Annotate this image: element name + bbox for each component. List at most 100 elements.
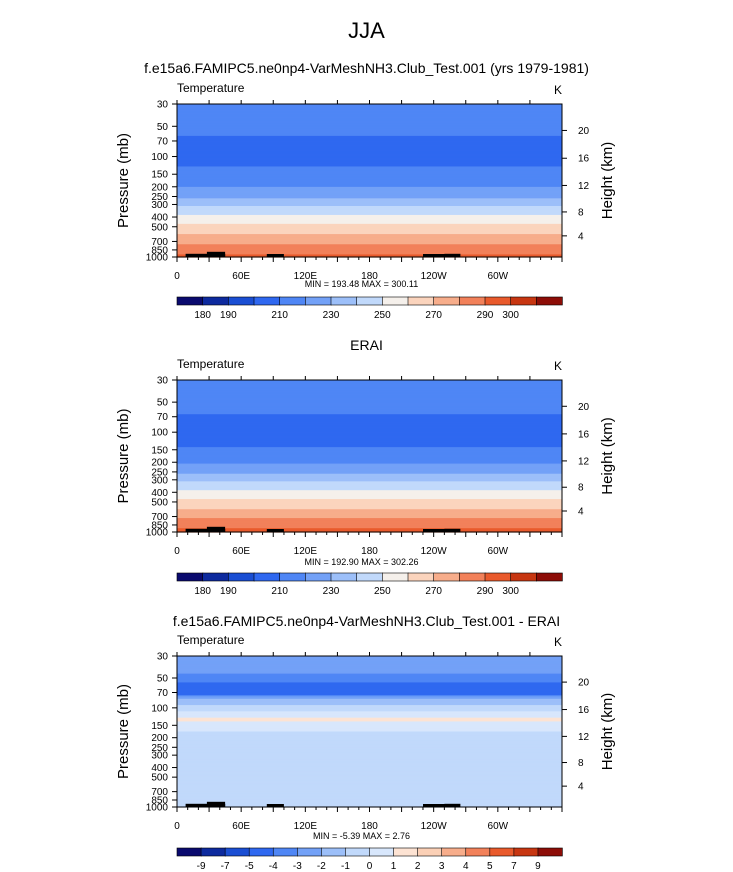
contour-band	[177, 105, 562, 108]
contour-band	[177, 412, 562, 415]
contour-band	[177, 786, 562, 789]
colorbar-box	[510, 572, 538, 582]
contour-band	[177, 140, 562, 143]
colorbar-box	[228, 572, 255, 582]
contour-band	[177, 495, 562, 498]
colorbar-box	[330, 296, 358, 306]
contour-band	[177, 752, 562, 755]
contour-band	[177, 661, 562, 663]
contour-band	[177, 472, 562, 475]
contour-band	[177, 466, 562, 468]
contour-band	[177, 160, 562, 162]
y-axis-title: Pressure (mb)	[115, 408, 132, 503]
contour-band	[177, 392, 562, 395]
contour-band	[177, 137, 562, 140]
contour-band	[177, 437, 562, 439]
contour-band	[177, 730, 562, 733]
contour-band	[177, 492, 562, 495]
contour-band	[177, 395, 562, 398]
contour-band	[177, 494, 562, 496]
contour-band	[177, 693, 562, 696]
contour-band	[177, 779, 562, 782]
min-max-stats: MIN = 192.90 MAX = 302.26	[304, 557, 418, 567]
x-tick-label: 120E	[294, 821, 318, 832]
contour-band	[177, 668, 562, 671]
contour-band	[177, 735, 562, 738]
contour-band	[177, 716, 562, 719]
colorbar-label: 230	[323, 310, 340, 321]
x-tick-label: 180	[361, 821, 378, 832]
contour-band	[177, 773, 562, 775]
contour-band	[177, 153, 562, 156]
contour-band	[177, 712, 562, 715]
y-tick-label: 200	[151, 733, 168, 744]
contour-band	[177, 416, 562, 419]
contour-band	[177, 673, 562, 676]
y-tick-label: 400	[151, 488, 168, 499]
contour-band	[177, 774, 562, 777]
contour-band	[177, 218, 562, 221]
contour-band	[177, 156, 562, 159]
x-tick-label: 60E	[232, 821, 250, 832]
y-tick-label: 250	[151, 192, 168, 203]
contour-band	[177, 189, 562, 192]
contour-band	[177, 688, 562, 691]
contour-band	[177, 515, 562, 518]
colorbar-box	[536, 296, 563, 306]
colorbar-label: 230	[323, 586, 340, 597]
contour-band	[177, 461, 562, 463]
contour-band	[177, 226, 562, 229]
x-tick-label: 180	[361, 271, 378, 282]
y2-tick-label: 4	[578, 782, 584, 793]
contour-band	[177, 109, 562, 111]
y2-tick-label: 12	[578, 456, 590, 467]
contour-band	[177, 235, 562, 238]
colorbar-box	[248, 847, 274, 857]
contour-band	[177, 736, 562, 739]
colorbar-box	[202, 296, 230, 306]
contour-band	[177, 409, 562, 411]
contour-band	[177, 447, 562, 449]
contour-band	[177, 242, 562, 245]
contour-band	[177, 728, 562, 731]
contour-band	[177, 439, 562, 442]
variable-label: Temperature	[177, 633, 245, 647]
x-tick-label: 0	[174, 271, 180, 282]
contour-band	[177, 749, 562, 751]
contour-band	[177, 203, 562, 206]
colorbar-box	[417, 847, 443, 857]
contour-band	[177, 790, 562, 793]
contour-band	[177, 434, 562, 437]
contour-band	[177, 152, 562, 155]
contour-band	[177, 684, 562, 687]
contour-band	[177, 707, 562, 710]
contour-band	[177, 529, 562, 532]
contour-band	[177, 755, 562, 758]
contour-band	[177, 130, 562, 133]
contour-band	[177, 525, 562, 528]
contour-band	[177, 505, 562, 508]
contour-band	[177, 692, 562, 695]
y-tick-label: 200	[151, 458, 168, 469]
colorbar-label: 190	[220, 586, 237, 597]
contour-band	[177, 771, 562, 774]
y-tick-label: 50	[157, 122, 169, 133]
contour-band	[177, 504, 562, 506]
colorbar-box	[513, 847, 539, 857]
contour-band	[177, 788, 562, 790]
x-tick-label: 120W	[421, 546, 448, 557]
contour-band	[177, 249, 562, 252]
x-tick-label: 120E	[294, 271, 318, 282]
contour-band	[177, 426, 562, 429]
contour-band	[177, 223, 562, 226]
contour-band	[177, 713, 562, 716]
topography-mask	[206, 801, 226, 807]
y-tick-label: 400	[151, 763, 168, 774]
contour-band	[177, 520, 562, 523]
contour-band	[177, 482, 562, 485]
colorbar-box	[536, 572, 563, 582]
y-tick-label: 400	[151, 213, 168, 224]
contour-band	[177, 521, 562, 524]
colorbar-box	[465, 847, 491, 857]
colorbar-label: 250	[374, 586, 391, 597]
